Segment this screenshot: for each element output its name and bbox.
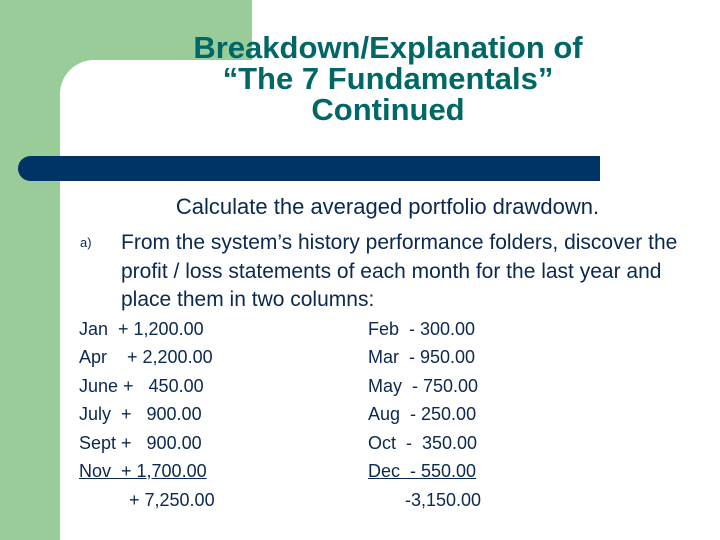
title-line: “The 7 Fundamentals” xyxy=(222,61,554,96)
title-line: Continued xyxy=(311,92,465,127)
profit-row: July + 900.00 xyxy=(79,404,202,424)
profit-total: + 7,250.00 xyxy=(129,490,215,510)
loss-row: Dec - 550.00 xyxy=(368,461,477,481)
slide-title: Breakdown/Explanation of “The 7 Fundamen… xyxy=(130,32,646,125)
title-divider-bar xyxy=(18,156,600,181)
content-panel xyxy=(60,60,720,540)
profit-row: Jan + 1,200.00 xyxy=(79,319,204,339)
profit-row: Sept + 900.00 xyxy=(79,433,202,453)
loss-row: Oct - 350.00 xyxy=(368,433,478,453)
list-marker: a) xyxy=(80,235,92,250)
title-line: Breakdown/Explanation of xyxy=(193,30,583,65)
profit-row: June + 450.00 xyxy=(79,376,204,396)
loss-row: Aug - 250.00 xyxy=(368,404,477,424)
loss-row: May - 750.00 xyxy=(368,376,479,396)
loss-total: -3,150.00 xyxy=(405,490,482,510)
profit-row: Apr + 2,200.00 xyxy=(79,347,213,367)
list-item-text: From the system’s history performance fo… xyxy=(121,231,678,311)
loss-row: Mar - 950.00 xyxy=(368,347,476,367)
slide-subtitle: Calculate the averaged portfolio drawdow… xyxy=(175,194,600,219)
loss-row: Feb - 300.00 xyxy=(368,319,476,339)
profit-row: Nov + 1,700.00 xyxy=(79,461,207,481)
